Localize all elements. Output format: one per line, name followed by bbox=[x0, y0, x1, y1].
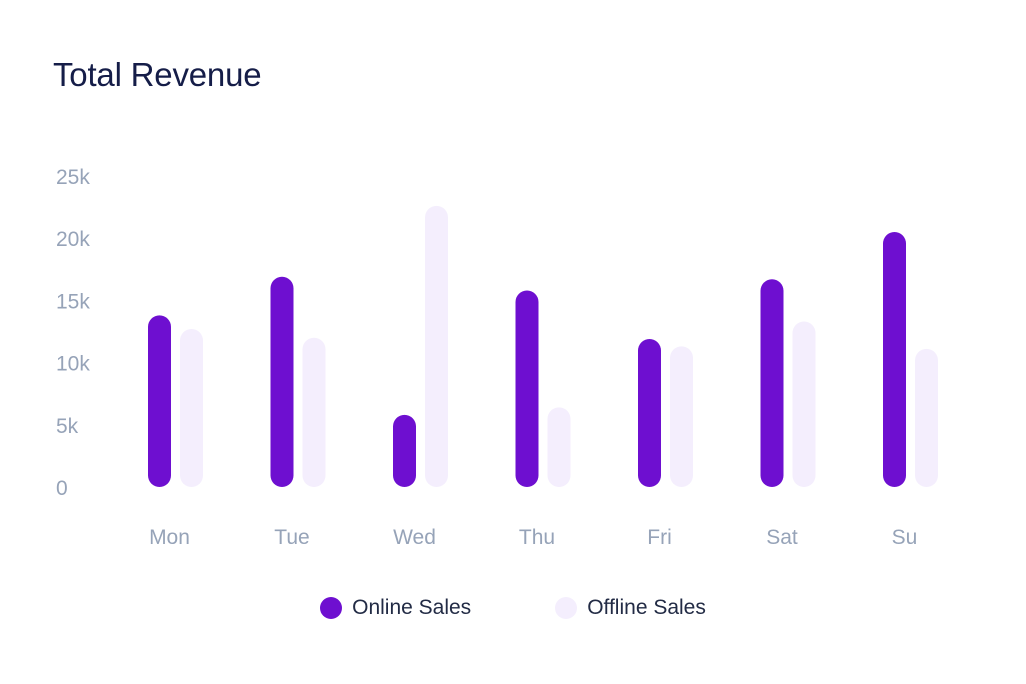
bar-online-su[interactable] bbox=[883, 231, 906, 487]
y-tick-label: 20k bbox=[56, 228, 90, 251]
bar-offline-fri[interactable] bbox=[670, 346, 693, 487]
bar-offline-thu[interactable] bbox=[547, 407, 571, 487]
legend: Online Sales Offline Sales bbox=[0, 596, 1026, 620]
bar-offline-mon[interactable] bbox=[180, 329, 203, 487]
y-tick-label: 0 bbox=[56, 477, 68, 500]
bar-offline-wed[interactable] bbox=[425, 205, 448, 487]
legend-swatch-online bbox=[320, 597, 343, 619]
bar-offline-sat[interactable] bbox=[792, 321, 816, 487]
chart-title: Total Revenue bbox=[53, 56, 262, 93]
y-axis: 0 5k 10k 15k 20k 25k bbox=[56, 166, 90, 500]
bar-online-sat[interactable] bbox=[760, 279, 784, 487]
legend-swatch-offline bbox=[555, 597, 578, 619]
bar-offline-su[interactable] bbox=[915, 348, 938, 487]
legend-item-offline[interactable]: Offline Sales bbox=[555, 596, 706, 620]
legend-item-online[interactable]: Online Sales bbox=[320, 596, 471, 620]
x-tick-label: Sat bbox=[766, 526, 798, 549]
bar-online-thu[interactable] bbox=[515, 290, 539, 487]
x-tick-label: Mon bbox=[149, 526, 190, 549]
bar-offline-tue[interactable] bbox=[302, 337, 326, 487]
y-tick-label: 15k bbox=[56, 290, 90, 313]
y-tick-label: 5k bbox=[56, 415, 79, 438]
bar-online-tue[interactable] bbox=[270, 276, 294, 487]
x-axis: Mon Tue Wed Thu Fri Sat Su bbox=[149, 526, 917, 549]
legend-label-online: Online Sales bbox=[352, 596, 472, 619]
bar-online-fri[interactable] bbox=[638, 338, 661, 487]
x-tick-label: Wed bbox=[393, 526, 436, 549]
legend-label-offline: Offline Sales bbox=[587, 596, 706, 619]
x-tick-label: Thu bbox=[519, 526, 555, 549]
bar-online-mon[interactable] bbox=[148, 315, 171, 487]
y-tick-label: 10k bbox=[56, 353, 90, 376]
x-tick-label: Fri bbox=[647, 526, 672, 549]
x-tick-label: Su bbox=[892, 526, 918, 549]
bars bbox=[148, 205, 938, 487]
y-tick-label: 25k bbox=[56, 166, 90, 189]
x-tick-label: Tue bbox=[274, 526, 309, 549]
bar-online-wed[interactable] bbox=[393, 414, 416, 487]
